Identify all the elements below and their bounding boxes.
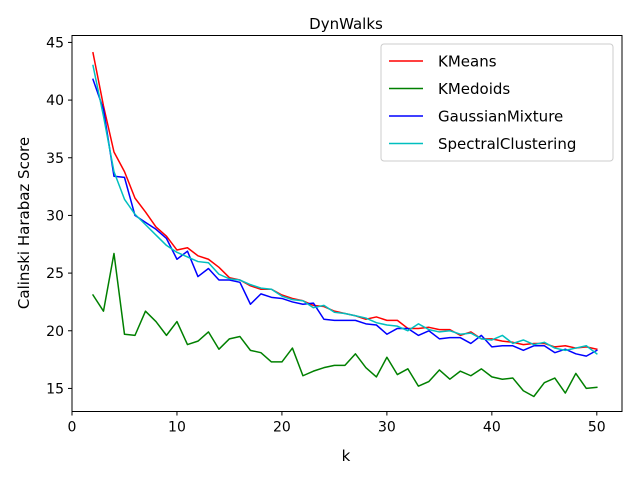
- series-line-gaussianmixture: [92, 78, 598, 357]
- x-axis-label: k: [342, 447, 351, 465]
- y-tick-label: 35: [46, 151, 64, 167]
- x-tick-label: 40: [483, 420, 501, 436]
- y-tick-label: 20: [46, 324, 64, 340]
- y-tick-label: 40: [46, 93, 64, 109]
- y-tick-label: 25: [46, 266, 64, 282]
- legend-box: [380, 43, 614, 162]
- legend-label-gaussianmixture: GaussianMixture: [438, 108, 563, 126]
- legend-label-kmedoids: KMedoids: [438, 80, 510, 98]
- plot-frame: [71, 35, 623, 412]
- x-tick-label: 20: [273, 420, 291, 436]
- y-tick-label: 45: [46, 35, 64, 51]
- x-tick-label: 0: [68, 420, 77, 436]
- y-axis-label: Calinski Harabaz Score: [15, 137, 33, 309]
- y-tick-label: 30: [46, 208, 64, 224]
- x-tick-label: 10: [168, 420, 186, 436]
- y-axis-ticks: 15 20 25 30 35 40 45: [46, 35, 72, 397]
- x-tick-label: 30: [378, 420, 396, 436]
- x-axis-ticks: 0 10 20 30 40 50: [68, 411, 606, 436]
- legend-label-kmeans: KMeans: [438, 53, 497, 71]
- legend-label-spectralclustering: SpectralClustering: [438, 135, 576, 153]
- series-line-spectralclustering: [92, 64, 598, 355]
- legend: KMeans KMedoids GaussianMixture SpectralClu…: [380, 43, 614, 162]
- series-line-kmedoids: [91, 252, 598, 398]
- x-tick-label: 50: [588, 420, 606, 436]
- chart-title: DynWalks: [309, 15, 383, 33]
- y-tick-label: 15: [46, 381, 64, 397]
- plot-lines: [91, 51, 598, 398]
